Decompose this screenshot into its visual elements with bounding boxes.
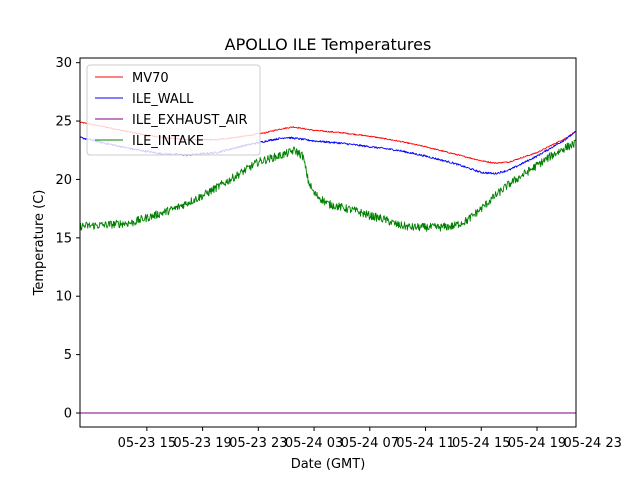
legend: MV70 ILE_WALL ILE_EXHAUST_AIR ILE_INTAKE	[86, 64, 261, 156]
series-line-ile-intake	[80, 139, 576, 232]
x-tick-label: 05-23 19	[173, 436, 231, 451]
legend-box	[86, 64, 261, 156]
legend-label: ILE_EXHAUST_AIR	[132, 113, 248, 128]
y-tick-label: 20	[55, 173, 72, 188]
x-tick-label: 05-24 11	[396, 436, 454, 451]
x-tick-label: 05-24 15	[452, 436, 510, 451]
legend-label: ILE_INTAKE	[132, 134, 204, 149]
y-tick-label: 10	[55, 290, 72, 305]
x-tick-label: 05-23 23	[229, 436, 287, 451]
chart-title: APOLLO ILE Temperatures	[225, 35, 432, 54]
legend-label: ILE_WALL	[132, 92, 194, 107]
x-tick-label: 05-24 07	[341, 436, 399, 451]
x-axis-label: Date (GMT)	[291, 457, 366, 472]
y-tick-label: 25	[55, 115, 72, 130]
y-tick-label: 15	[55, 231, 72, 246]
y-tick-label: 0	[64, 406, 72, 421]
y-axis-label: Temperature (C)	[32, 190, 47, 297]
x-tick-label: 05-24 19	[508, 436, 566, 451]
legend-label: MV70	[132, 71, 169, 86]
x-tick-label: 05-24 03	[285, 436, 343, 451]
y-tick-label: 30	[55, 56, 72, 71]
x-tick-label: 05-23 15	[118, 436, 176, 451]
x-tick-label: 05-24 23	[563, 436, 621, 451]
plot-frame	[79, 57, 577, 428]
y-tick-label: 5	[64, 348, 72, 363]
